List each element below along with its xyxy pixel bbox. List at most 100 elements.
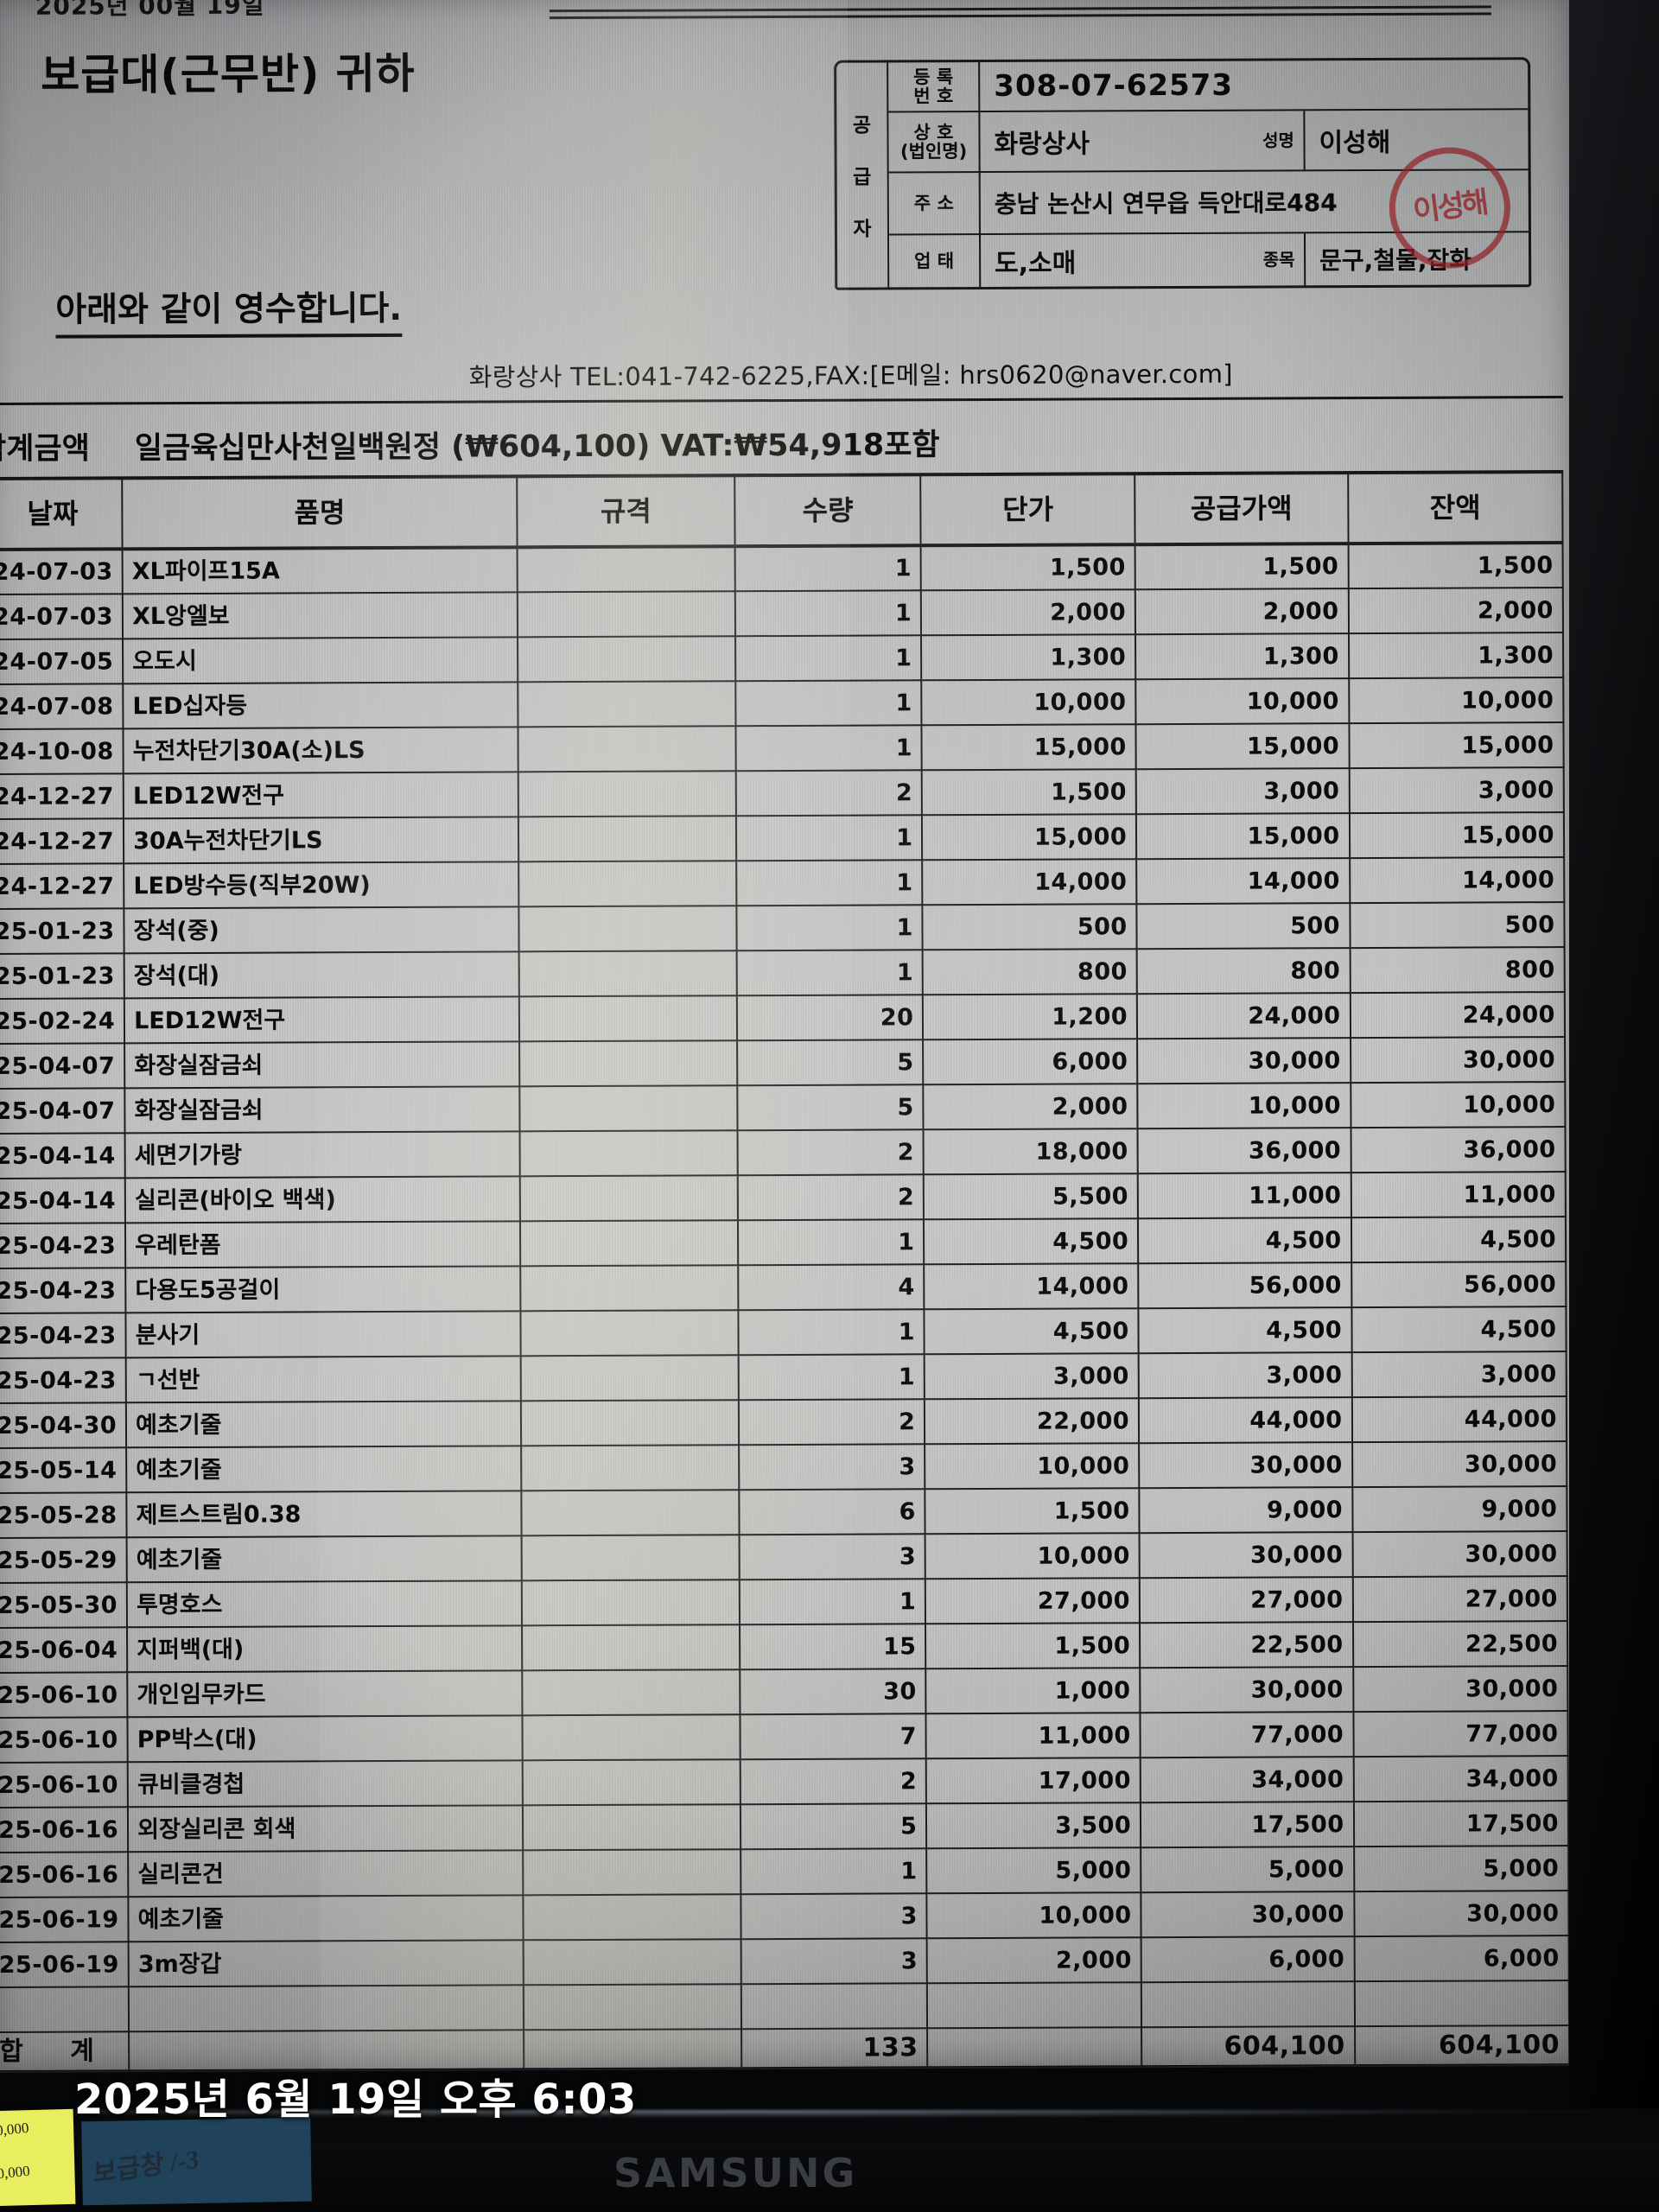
cell-spec (518, 995, 737, 1042)
cell-spec (521, 1490, 740, 1536)
cell-qty: 2 (737, 1174, 925, 1221)
cell-balance: 15,000 (1349, 722, 1564, 769)
supplier-row-company: 상 호 (법인명) 화랑상사 성명 이성해 (888, 110, 1529, 174)
cell-supply: 15,000 (1136, 813, 1350, 860)
cell-balance: 22,500 (1352, 1621, 1568, 1668)
cell-qty: 1 (735, 815, 923, 861)
cell-qty: 3 (741, 1938, 928, 1985)
empty-cell (927, 1982, 1142, 2029)
cell-spec (518, 861, 737, 907)
cell-spec (521, 1580, 740, 1626)
table-row: 25-04-30 예초기줄 2 22,000 44,000 44,000 (0, 1396, 1567, 1449)
table-row: 25-05-29 예초기줄 3 10,000 30,000 30,000 (0, 1531, 1567, 1584)
table-row: 25-06-10 큐비클경첩 2 17,000 34,000 34,000 (0, 1756, 1568, 1808)
cell-spec (520, 1220, 739, 1267)
cell-qty: 1 (738, 1354, 925, 1401)
cell-item: 누전차단기30A(소)LS (123, 727, 518, 774)
cell-date: 25-01-23 (0, 908, 124, 955)
cell-balance: 56,000 (1351, 1262, 1567, 1308)
cell-qty: 30 (740, 1669, 926, 1715)
ceo-name-caption: 성명 (1253, 111, 1306, 170)
receipt-document: 2025년 00월 19일 보급대(근무반) 귀하 아래와 같이 영수합니다. … (0, 0, 1581, 2073)
cell-item: 우레탄폼 (125, 1221, 521, 1268)
table-row: 25-06-19 예초기줄 3 10,000 30,000 30,000 (0, 1891, 1569, 1943)
cell-price: 15,000 (922, 814, 1137, 861)
cell-spec (519, 1175, 738, 1222)
cell-spec (523, 1849, 741, 1896)
cell-date: 25-06-10 (0, 1717, 128, 1764)
cell-spec (521, 1535, 740, 1581)
cell-item: 다용도5공걸이 (125, 1266, 521, 1313)
cell-date: 25-05-28 (0, 1492, 127, 1539)
cell-supply: 3,000 (1138, 1352, 1352, 1399)
cell-date: 24-10-08 (0, 728, 124, 775)
table-row: 25-04-07 화장실잠금쇠 5 6,000 30,000 30,000 (0, 1037, 1566, 1090)
cell-supply: 1,500 (1135, 543, 1349, 590)
cell-spec (517, 546, 735, 593)
table-row: 25-05-30 투명호스 1 27,000 27,000 27,000 (0, 1576, 1567, 1629)
cell-spec (523, 1894, 741, 1941)
photo-timestamp-overlay: 2025년 6월 19일 오후 6:03 (74, 2075, 637, 2124)
cell-supply: 6,000 (1141, 1936, 1355, 1983)
cell-spec (522, 1669, 741, 1716)
cell-date: 25-06-19 (0, 1942, 129, 1988)
cell-supply: 3,000 (1135, 768, 1350, 815)
cell-balance: 15,000 (1349, 812, 1565, 859)
sticky-note-yellow: 0,000 0,000 (0, 2108, 76, 2207)
cell-price: 1,500 (925, 1488, 1140, 1535)
business-type-caption: 업 태 (888, 234, 982, 288)
table-row: 24-07-03 XL파이프15A 1 1,500 1,500 1,500 (0, 543, 1563, 595)
sticky-note-blue: 보급창 /-3 (81, 2117, 312, 2206)
empty-cell (741, 1983, 928, 2030)
table-row: 25-01-23 장석(대) 1 800 800 800 (0, 947, 1565, 1000)
cell-date: 25-06-10 (0, 1762, 129, 1808)
cell-spec (518, 906, 737, 952)
cell-balance: 9,000 (1351, 1486, 1567, 1533)
cell-price: 4,500 (924, 1308, 1139, 1355)
cell-spec (522, 1759, 741, 1806)
cell-supply: 56,000 (1138, 1262, 1351, 1309)
registration-number-value: 308-07-62573 (994, 67, 1234, 104)
cell-date: 25-05-14 (0, 1447, 127, 1494)
sticky-note-yellow-line1: 0,000 (0, 2119, 30, 2139)
cell-qty: 5 (736, 1039, 924, 1086)
cell-supply: 30,000 (1141, 1891, 1355, 1938)
col-header-price: 단가 (920, 474, 1135, 546)
cell-supply: 24,000 (1136, 993, 1351, 1039)
table-row: 25-06-19 3m장갑 3 2,000 6,000 6,000 (0, 1936, 1569, 1988)
table-row: 25-05-28 제트스트림0.38 6 1,500 9,000 9,000 (0, 1486, 1567, 1539)
col-header-date: 날짜 (0, 479, 123, 550)
cell-price: 10,000 (926, 1892, 1141, 1939)
address-value: 충남 논산시 연무읍 득안대로484 (994, 188, 1338, 219)
cell-date: 24-07-03 (0, 594, 124, 640)
cell-qty: 1 (736, 860, 923, 906)
cell-spec (523, 1939, 741, 1986)
cell-balance: 10,000 (1348, 677, 1564, 724)
empty-cell (0, 1986, 130, 2033)
cell-price: 5,500 (924, 1173, 1139, 1220)
cell-spec (517, 591, 735, 638)
cell-price: 17,000 (926, 1758, 1141, 1804)
supplier-label-char-2: 급 (853, 166, 872, 189)
cell-qty: 1 (734, 590, 922, 637)
cell-price: 1,500 (922, 769, 1137, 816)
cell-qty: 2 (738, 1399, 925, 1446)
cell-item: 장석(대) (124, 951, 519, 999)
cell-date: 24-12-27 (0, 773, 124, 820)
cell-supply: 5,000 (1141, 1847, 1354, 1893)
cell-date: 25-04-23 (0, 1223, 126, 1269)
table-row: 24-07-05 오도시 1 1,300 1,300 1,300 (0, 632, 1564, 685)
header-double-rule (549, 5, 1491, 20)
cell-balance: 1,500 (1348, 543, 1563, 589)
cell-balance: 11,000 (1351, 1172, 1566, 1218)
cell-price: 2,000 (921, 589, 1136, 636)
table-row: 25-04-07 화장실잠금쇠 5 2,000 10,000 10,000 (0, 1082, 1566, 1135)
cell-balance: 4,500 (1351, 1217, 1567, 1263)
col-header-supply: 공급가액 (1135, 474, 1349, 545)
cell-qty: 1 (734, 635, 922, 682)
cell-supply: 36,000 (1137, 1128, 1351, 1174)
cell-spec (518, 726, 736, 772)
cell-supply: 30,000 (1139, 1532, 1353, 1579)
